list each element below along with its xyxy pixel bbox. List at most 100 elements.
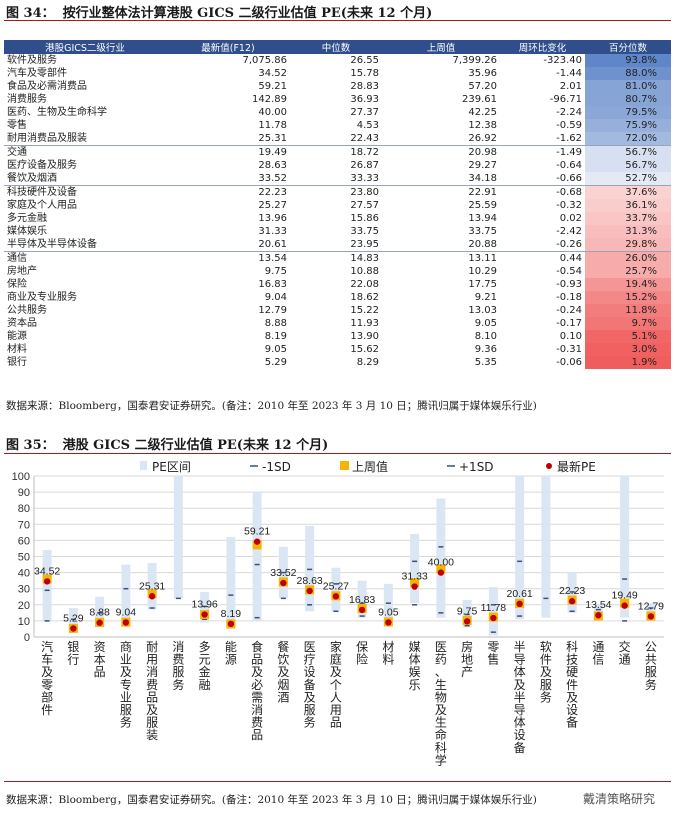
data-label: 28.63	[296, 575, 322, 587]
value-cell: 15.22	[350, 305, 379, 316]
value-cell: 15.86	[350, 213, 379, 224]
watermark-text: 戴清策略研究	[582, 792, 655, 806]
pe-range-bar	[42, 550, 52, 621]
latest-pe-point	[411, 583, 418, 590]
industry-name: 媒体娱乐	[7, 226, 47, 237]
value-cell: -1.44	[556, 68, 582, 79]
value-cell: 7,399.26	[452, 55, 497, 66]
x-tick-label: 零售	[487, 640, 499, 667]
percentile-cell: 19.4%	[585, 278, 671, 291]
value-cell: 8.29	[356, 357, 379, 368]
industry-name: 科技硬件及设备	[4, 185, 166, 199]
table-row: 餐饮及烟酒 33.52 33.33 34.18 -0.66 52.7%	[4, 172, 671, 186]
figure35-source: 数据来源：Bloomberg，国泰君安证券研究。(备注：2010 年至 2023…	[6, 794, 537, 806]
value-cell: 25.31	[258, 133, 287, 144]
value-cell: 0.10	[559, 331, 582, 342]
pe-range-bar	[515, 476, 525, 620]
x-tick-label: 消费服务	[172, 640, 184, 692]
y-tick-label: 100	[12, 471, 30, 483]
pe-table-body: 软件及服务 7,075.86 26.55 7,399.26 -323.40 93.8% 汽车…	[4, 54, 671, 369]
x-tick-label: 通信	[592, 640, 604, 667]
percentile-cell: 11.8%	[585, 304, 671, 317]
table-row: 材料 9.05 15.62 9.36 -0.31 3.0%	[4, 343, 671, 356]
last-week-mark	[436, 564, 446, 574]
latest-pe-point	[96, 619, 103, 626]
figure34-number: 图 34：	[6, 6, 55, 21]
value-cell: 10.88	[350, 266, 379, 277]
value-cell: -2.24	[556, 107, 582, 118]
latest-pe-point	[306, 587, 313, 595]
value-cell: 14.83	[290, 251, 382, 265]
x-tick-label: 房地产	[461, 639, 473, 679]
pe-range-bar	[173, 476, 183, 599]
value-cell: 239.61	[462, 94, 497, 105]
value-cell: 27.57	[350, 200, 379, 211]
y-tick-label: 90	[18, 487, 30, 499]
value-cell: 35.96	[468, 68, 497, 79]
latest-pe-point	[385, 619, 392, 626]
table-row: 房地产 9.75 10.88 10.29 -0.54 25.7%	[4, 265, 671, 278]
value-cell: -1.49	[500, 145, 585, 159]
pe-range-bar	[226, 537, 236, 628]
x-tick-label: 耐用消费品及服装	[146, 640, 158, 742]
y-tick-label: 10	[18, 616, 30, 628]
figure35-number: 图 35：	[6, 438, 55, 453]
x-tick-label: 能源	[225, 640, 237, 667]
value-cell: 23.80	[290, 185, 382, 199]
y-tick-label: 80	[18, 503, 30, 515]
value-cell: 16.83	[258, 279, 287, 290]
percentile-cell: 93.8%	[585, 54, 671, 67]
industry-name: 零售	[7, 120, 27, 131]
pe-range-bar	[95, 596, 105, 628]
data-label: 34.52	[34, 565, 60, 577]
data-label: 9.04	[116, 606, 137, 618]
industry-name: 资本品	[7, 318, 37, 329]
table-row: 科技硬件及设备 22.23 23.80 22.91 -0.68 37.6%	[4, 185, 671, 199]
value-cell: 18.72	[290, 145, 382, 159]
value-cell: -0.32	[556, 200, 582, 211]
value-cell: -323.40	[543, 55, 582, 66]
data-label: 13.96	[191, 599, 217, 611]
value-cell: 13.03	[468, 305, 497, 316]
value-cell: -0.93	[556, 279, 582, 290]
table-row: 食品及必需消费品 59.21 28.83 57.20 2.01 81.0%	[4, 80, 671, 93]
latest-pe-point	[516, 600, 523, 608]
x-tick-label: 医药、生物及生命科学	[435, 640, 447, 767]
industry-name: 医药、生物及生命科学	[7, 107, 107, 118]
table-row: 资本品 8.88 11.93 9.05 -0.17 9.7%	[4, 317, 671, 330]
percentile-cell: 26.0%	[585, 251, 671, 265]
pe-table-header: 港股GICS二级行业 最新值(F12) 中位数 上周值 周环比变化 百分位数	[4, 40, 671, 54]
value-cell: 10.29	[468, 266, 497, 277]
pe-range-bar	[646, 603, 656, 620]
value-cell: -0.17	[556, 318, 582, 329]
latest-pe-point	[253, 538, 261, 545]
table-row: 家庭及个人用品 25.27 27.57 25.59 -0.32 36.1%	[4, 199, 671, 212]
percentile-cell: 75.9%	[585, 119, 671, 132]
value-cell: 17.75	[468, 279, 497, 290]
percentile-cell: 29.8%	[585, 238, 671, 252]
value-cell: 26.55	[350, 55, 379, 66]
value-cell: -0.54	[556, 266, 582, 277]
percentile-cell: 81.0%	[585, 80, 671, 93]
value-cell: 23.95	[350, 239, 379, 250]
legend-swatch-range	[140, 461, 147, 470]
y-tick-label: 70	[18, 519, 30, 531]
y-tick-label: 30	[18, 584, 30, 596]
latest-pe-point	[280, 579, 287, 587]
pe-range-bar	[488, 587, 498, 636]
value-cell: 27.37	[350, 107, 379, 118]
x-tick-label: 材料	[382, 640, 394, 667]
table-row: 媒体娱乐 31.33 33.75 33.75 -2.42 31.3%	[4, 225, 671, 238]
industry-name: 多元金融	[7, 213, 47, 224]
pe-range-bar	[252, 492, 262, 621]
latest-pe-point	[621, 602, 628, 609]
value-cell: 33.33	[350, 173, 379, 184]
pe-range-bar	[121, 564, 131, 626]
latest-pe-point	[122, 619, 130, 626]
percentile-cell: 52.7%	[585, 172, 671, 186]
table-row: 半导体及半导体设备 20.61 23.95 20.88 -0.26 29.8%	[4, 238, 671, 252]
pe-table: 港股GICS二级行业 最新值(F12) 中位数 上周值 周环比变化 百分位数 软件及服务 7…	[4, 40, 671, 369]
value-cell: 42.25	[468, 107, 497, 118]
percentile-cell: 72.0%	[585, 132, 671, 146]
column-header: 上周值	[382, 40, 500, 54]
